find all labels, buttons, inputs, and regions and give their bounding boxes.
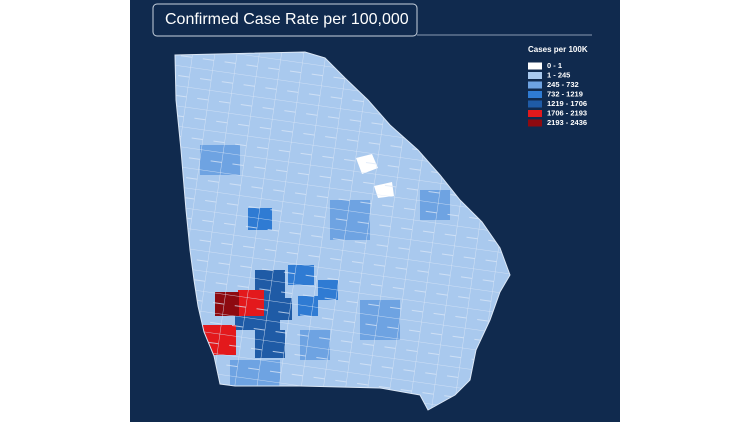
map-title: Confirmed Case Rate per 100,000: [165, 11, 409, 28]
legend-label: 1219 - 1706: [547, 99, 587, 108]
legend-label: 0 - 1: [547, 61, 562, 70]
legend-title: Cases per 100K: [528, 45, 588, 54]
legend-swatch: [528, 62, 542, 70]
legend-swatch: [528, 91, 542, 98]
legend-swatch: [528, 72, 542, 79]
state-outline: [174, 51, 511, 411]
legend-label: 245 - 732: [547, 80, 579, 89]
legend-swatch: [528, 100, 542, 108]
legend-label: 732 - 1219: [547, 89, 583, 98]
legend-swatch: [528, 110, 542, 117]
legend-swatch: [528, 81, 542, 89]
georgia-map: [175, 52, 510, 410]
legend-label: 1 - 245: [547, 70, 570, 79]
legend-swatch: [528, 119, 542, 127]
title-box: [152, 3, 418, 37]
legend-label: 1706 - 2193: [547, 108, 587, 117]
legend-label: 2193 - 2436: [547, 118, 587, 127]
